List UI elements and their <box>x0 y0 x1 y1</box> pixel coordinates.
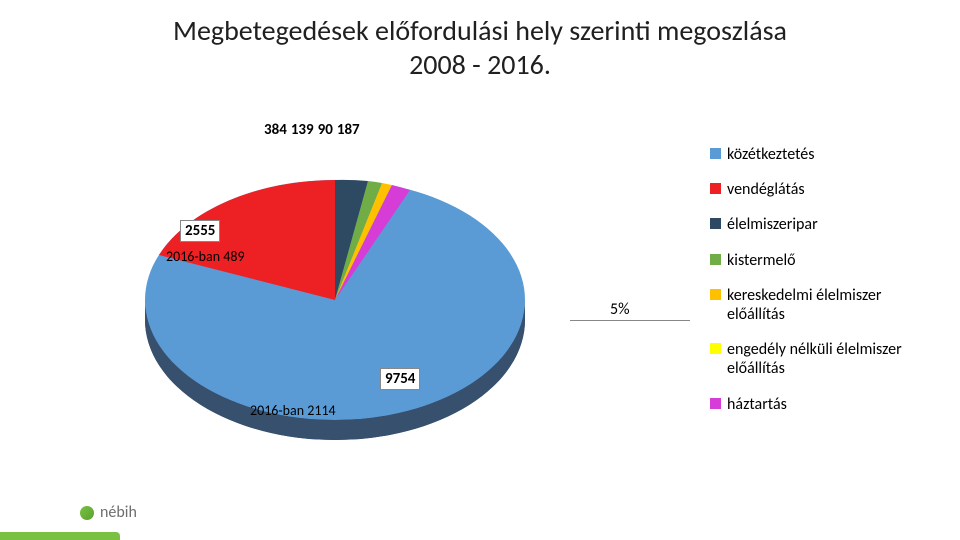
legend-swatch <box>710 254 721 265</box>
legend-swatch <box>710 183 721 194</box>
dl-3: 187 <box>333 120 364 140</box>
legend-swatch <box>710 289 721 300</box>
page-title: Megbetegedések előfordulási hely szerint… <box>0 14 960 81</box>
logo: nébih <box>80 503 137 522</box>
pie-chart: 384 139 90 187 2555 2016-ban 489 9754 20… <box>120 120 550 460</box>
logo-text: nébih <box>100 503 137 522</box>
title-line1: Megbetegedések előfordulási hely szerint… <box>173 13 787 48</box>
title-line2: 2008 - 2016. <box>409 47 551 82</box>
legend-label: közétkeztetés <box>727 145 815 164</box>
top-data-labels: 384 139 90 187 <box>260 120 364 140</box>
leader-line <box>570 320 690 321</box>
legend-item: kistermelő <box>710 251 930 270</box>
legend-swatch <box>710 398 721 409</box>
label-2555: 2555 <box>180 220 220 242</box>
legend-label: kistermelő <box>727 251 796 270</box>
legend-item: élelmiszeripar <box>710 215 930 234</box>
label-9754: 9754 <box>380 368 420 390</box>
legend-item: háztartás <box>710 395 930 414</box>
legend-item: vendéglátás <box>710 180 930 199</box>
sublabel-bottom: 2016-ban 2114 <box>250 402 336 419</box>
legend: közétkeztetés vendéglátás élelmiszeripar… <box>710 145 930 430</box>
legend-swatch <box>710 218 721 229</box>
legend-swatch <box>710 343 721 354</box>
logo-badge-icon <box>80 506 94 520</box>
legend-swatch <box>710 148 721 159</box>
bottom-accent <box>0 532 120 540</box>
legend-label: élelmiszeripar <box>727 215 818 234</box>
legend-label: háztartás <box>727 395 787 414</box>
five-percent-label: 5% <box>610 300 630 319</box>
legend-label: engedély nélküli élelmiszer előállítás <box>727 340 930 378</box>
sublabel-left: 2016-ban 489 <box>166 248 245 265</box>
legend-item: engedély nélküli élelmiszer előállítás <box>710 340 930 378</box>
legend-label: vendéglátás <box>727 180 805 199</box>
legend-item: közétkeztetés <box>710 145 930 164</box>
legend-item: kereskedelmi élelmiszer előállítás <box>710 286 930 324</box>
legend-label: kereskedelmi élelmiszer előállítás <box>727 286 930 324</box>
